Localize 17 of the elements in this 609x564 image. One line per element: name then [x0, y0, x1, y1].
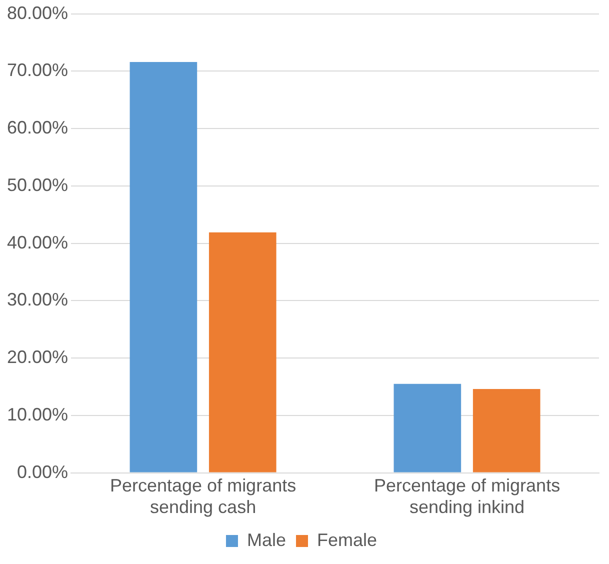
legend-label: Female [316, 530, 378, 550]
y-tick-label: 40.00% [6, 232, 68, 252]
bar [472, 389, 540, 472]
y-tick-label: 10.00% [6, 404, 68, 424]
y-tick-label: 80.00% [6, 2, 68, 23]
y-tick-label: 70.00% [6, 60, 68, 80]
bar [130, 62, 198, 472]
x-tick-label: Percentage of migrants sending cash [110, 476, 296, 518]
legend-label: Male [246, 530, 286, 550]
y-tick-label: 30.00% [6, 290, 68, 310]
y-tick-label: 60.00% [6, 118, 68, 138]
bar [394, 384, 462, 472]
y-tick-label: 20.00% [6, 347, 68, 368]
y-tick-label: 0.00% [17, 462, 68, 482]
x-tick-label: Percentage of migrants sending inkind [374, 476, 560, 518]
y-tick-label: 50.00% [6, 174, 68, 195]
bar [208, 232, 276, 472]
